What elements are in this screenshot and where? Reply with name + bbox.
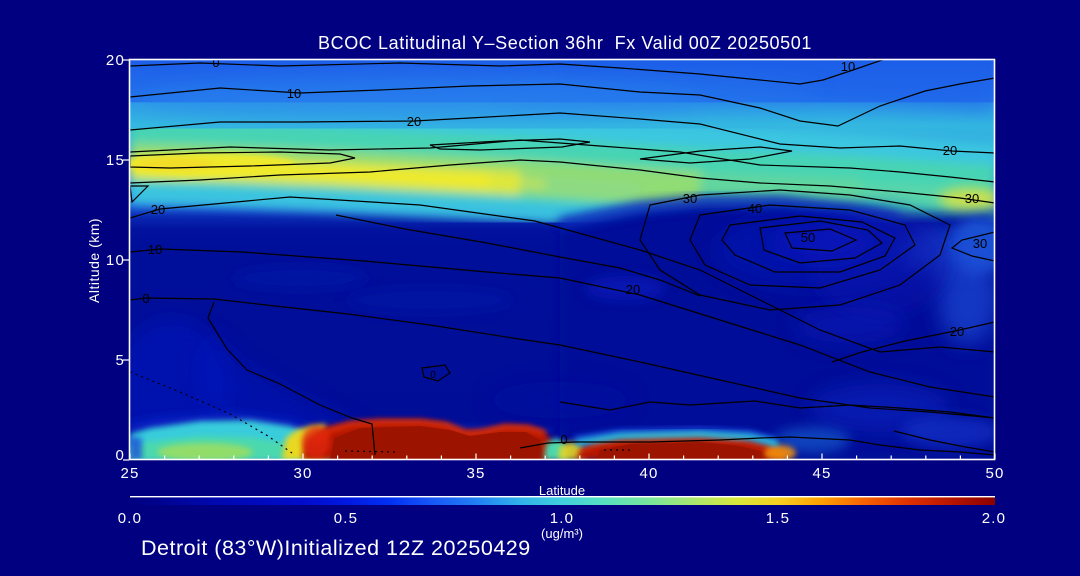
svg-text:40: 40 (748, 201, 762, 216)
svg-text:20: 20 (943, 143, 957, 158)
svg-text:30: 30 (965, 191, 979, 206)
svg-text:0: 0 (212, 55, 219, 70)
svg-text:10: 10 (287, 86, 301, 101)
svg-text:20: 20 (407, 114, 421, 129)
svg-text:20: 20 (950, 324, 964, 339)
svg-text:30: 30 (683, 191, 697, 206)
svg-text:0: 0 (142, 291, 149, 306)
svg-text:20: 20 (626, 282, 640, 297)
svg-text:10: 10 (841, 59, 855, 74)
svg-text:50: 50 (801, 230, 815, 245)
svg-text:10: 10 (148, 242, 162, 257)
svg-text:0: 0 (560, 432, 567, 447)
svg-text:20: 20 (151, 202, 165, 217)
svg-text:0: 0 (430, 370, 436, 381)
svg-text:30: 30 (973, 236, 987, 251)
